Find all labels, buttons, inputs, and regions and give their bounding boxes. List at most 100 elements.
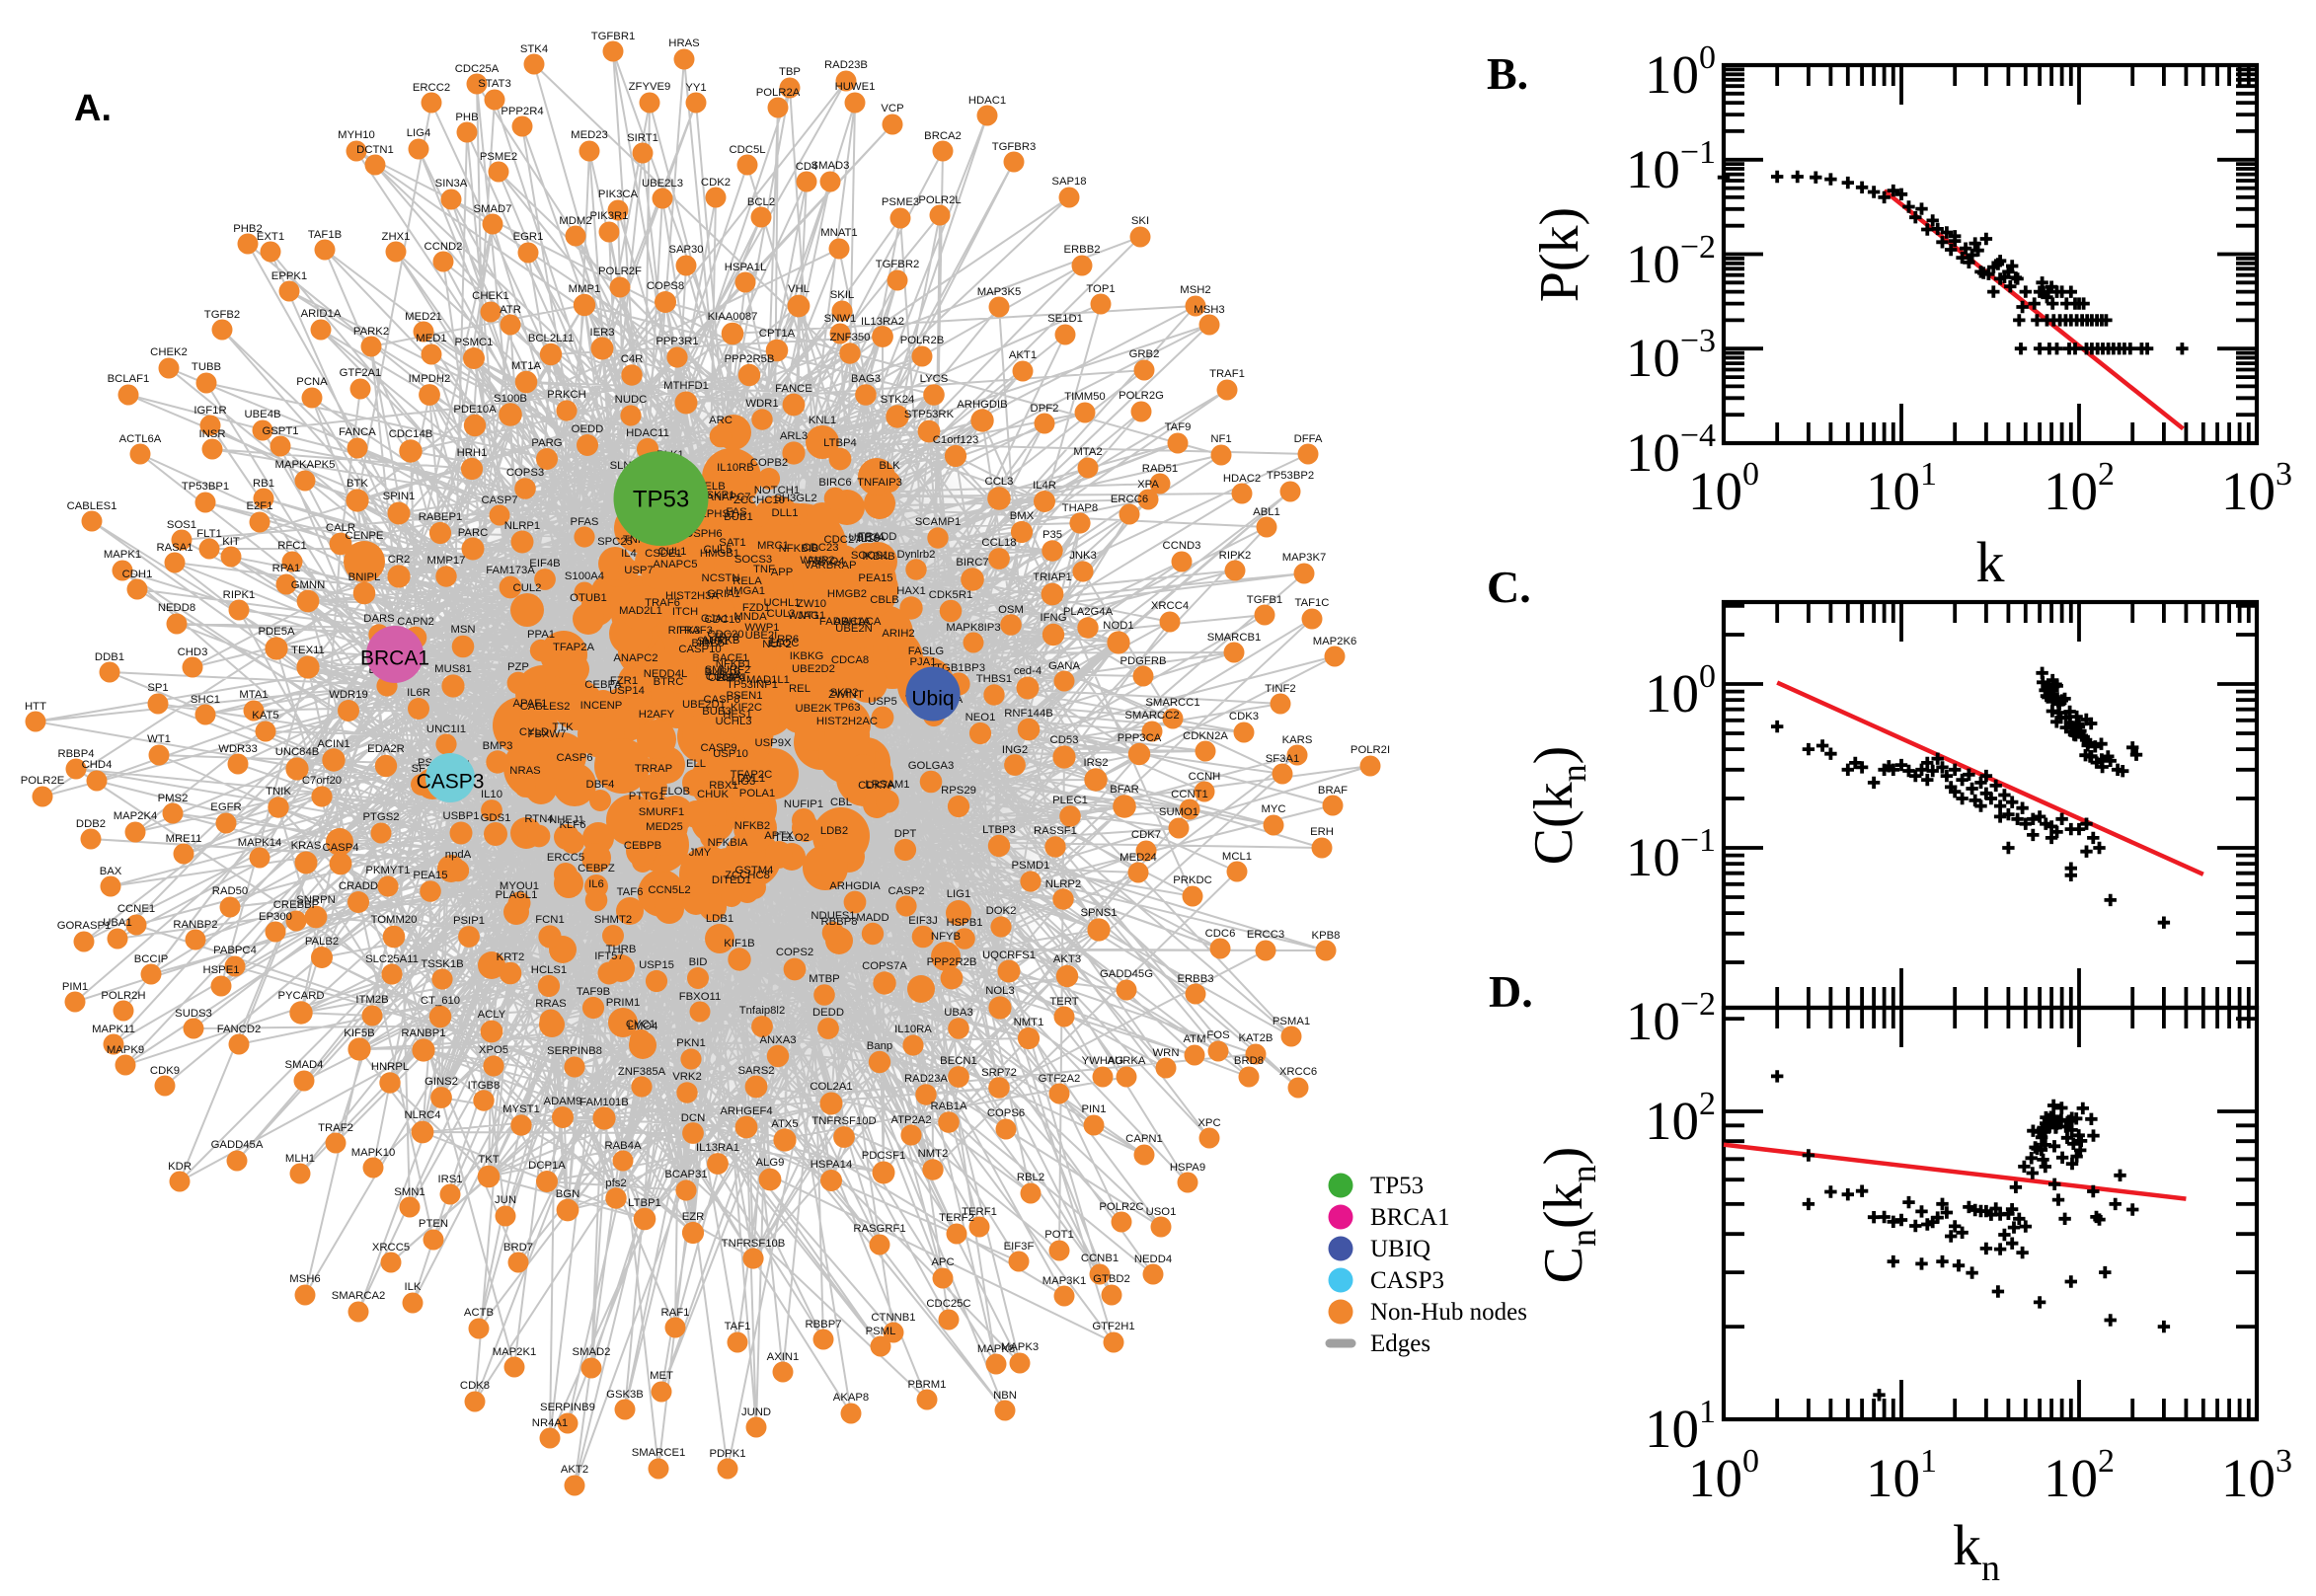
svg-text:NEDD8: NEDD8 <box>158 602 195 614</box>
svg-text:NOL3: NOL3 <box>985 985 1015 997</box>
svg-text:MSH6: MSH6 <box>289 1273 320 1285</box>
svg-text:MAPK11: MAPK11 <box>92 1024 135 1035</box>
svg-text:KPB8: KPB8 <box>1312 930 1341 942</box>
svg-text:Tnfaip8l2: Tnfaip8l2 <box>739 1005 785 1017</box>
svg-text:CRADD: CRADD <box>339 880 378 892</box>
svg-text:B.: B. <box>1487 48 1528 99</box>
svg-text:GTF2A2: GTF2A2 <box>1039 1073 1081 1085</box>
svg-text:HUWE1: HUWE1 <box>835 81 876 93</box>
svg-text:KIF2C: KIF2C <box>731 702 762 714</box>
svg-text:PPA1: PPA1 <box>527 629 555 641</box>
svg-text:RASA1: RASA1 <box>156 542 193 554</box>
svg-text:PHB2: PHB2 <box>233 223 263 235</box>
svg-text:RASSF1: RASSF1 <box>1034 825 1077 837</box>
svg-text:BAG3: BAG3 <box>851 373 881 385</box>
svg-text:TERT: TERT <box>1049 996 1078 1008</box>
svg-text:CDK7A: CDK7A <box>858 780 895 792</box>
svg-text:SHC1: SHC1 <box>191 694 220 706</box>
svg-text:PARK2: PARK2 <box>353 326 389 338</box>
svg-text:CDKN2A: CDKN2A <box>1183 730 1228 742</box>
svg-text:FZR1: FZR1 <box>610 675 638 687</box>
svg-text:LDB1: LDB1 <box>706 913 733 925</box>
svg-text:A.: A. <box>74 88 112 129</box>
svg-text:CUL1: CUL1 <box>658 546 687 558</box>
svg-text:PPP3CA: PPP3CA <box>1118 732 1162 744</box>
svg-text:OEDD: OEDD <box>572 423 604 435</box>
svg-text:C1orf123: C1orf123 <box>933 434 978 446</box>
svg-text:POLA1: POLA1 <box>739 788 775 799</box>
svg-text:LYCS: LYCS <box>920 373 949 385</box>
svg-text:NEDD4L: NEDD4L <box>644 668 688 680</box>
svg-text:CCNH: CCNH <box>1189 771 1221 783</box>
svg-text:TP53: TP53 <box>1370 1173 1424 1199</box>
svg-text:S100A4: S100A4 <box>565 570 604 582</box>
svg-text:103: 103 <box>2221 1443 2292 1508</box>
svg-text:RAD23B: RAD23B <box>824 59 868 71</box>
svg-text:CREBBP: CREBBP <box>273 899 319 911</box>
svg-text:ZHX1: ZHX1 <box>382 231 411 243</box>
svg-text:HSPA9: HSPA9 <box>1170 1162 1205 1174</box>
svg-text:MRC1: MRC1 <box>757 540 789 552</box>
svg-text:UBE2K: UBE2K <box>795 703 832 715</box>
svg-text:HMGB1: HMGB1 <box>700 548 739 560</box>
svg-text:CT_610: CT_610 <box>421 995 460 1007</box>
svg-text:PBRM1: PBRM1 <box>908 1379 947 1391</box>
svg-text:ERBB2: ERBB2 <box>1063 244 1100 256</box>
svg-text:CDC5L: CDC5L <box>729 144 765 156</box>
svg-text:SOCS3: SOCS3 <box>734 554 772 566</box>
svg-text:TP53BP1: TP53BP1 <box>182 481 229 493</box>
svg-text:COPS2: COPS2 <box>776 947 813 958</box>
svg-text:PDPK1: PDPK1 <box>709 1448 745 1460</box>
svg-text:CEBPZ: CEBPZ <box>578 863 615 874</box>
svg-text:JNK3: JNK3 <box>1069 550 1097 562</box>
svg-text:BGN: BGN <box>556 1188 579 1200</box>
svg-text:ANAPC5: ANAPC5 <box>653 559 697 570</box>
svg-text:RBBP8: RBBP8 <box>820 916 857 928</box>
svg-text:GRB2: GRB2 <box>1129 348 1160 360</box>
svg-text:TNFRSF10B: TNFRSF10B <box>722 1238 786 1250</box>
svg-text:GSTM4: GSTM4 <box>735 865 774 876</box>
svg-text:AKT1: AKT1 <box>1009 349 1037 361</box>
svg-text:TP53INP1: TP53INP1 <box>727 679 778 691</box>
svg-text:PRKCH: PRKCH <box>547 389 586 401</box>
svg-text:MAP3K7: MAP3K7 <box>1282 552 1327 564</box>
svg-text:ZNF350: ZNF350 <box>830 332 871 343</box>
svg-text:CHD3: CHD3 <box>178 646 208 658</box>
svg-text:FADD: FADD <box>819 616 849 628</box>
svg-text:PALB2: PALB2 <box>305 936 339 948</box>
svg-text:TP73: TP73 <box>712 632 738 644</box>
svg-text:LTBP4: LTBP4 <box>823 437 857 449</box>
svg-text:SKIL: SKIL <box>830 289 855 301</box>
svg-text:PLAGL1: PLAGL1 <box>496 889 538 901</box>
svg-text:TGFB2: TGFB2 <box>204 309 240 321</box>
svg-text:IKBKB: IKBKB <box>862 551 894 563</box>
svg-text:RAB1A: RAB1A <box>930 1101 967 1112</box>
svg-text:NRAS: NRAS <box>509 765 541 777</box>
svg-text:LRP6: LRP6 <box>771 634 799 646</box>
svg-text:ARHGDIB: ARHGDIB <box>957 399 1007 411</box>
svg-text:FAS: FAS <box>726 506 747 518</box>
svg-text:TERF2: TERF2 <box>939 1212 974 1224</box>
svg-text:C(kn): C(kn) <box>1523 746 1593 866</box>
svg-text:pfs2: pfs2 <box>605 1178 626 1189</box>
svg-text:APH1A: APH1A <box>833 616 871 628</box>
svg-text:KAT5: KAT5 <box>252 710 278 722</box>
svg-text:SMG1: SMG1 <box>697 636 729 647</box>
svg-text:LIG1: LIG1 <box>947 888 971 900</box>
svg-text:NFYB: NFYB <box>931 931 961 943</box>
svg-text:DPF2: DPF2 <box>1031 403 1059 415</box>
svg-text:FANCE: FANCE <box>775 383 812 395</box>
svg-text:GJA1: GJA1 <box>701 613 729 625</box>
svg-text:INCENP: INCENP <box>580 700 623 712</box>
svg-text:MYC: MYC <box>1261 803 1285 815</box>
svg-text:SOCS1: SOCS1 <box>851 550 888 562</box>
svg-text:THRB: THRB <box>606 944 637 955</box>
svg-text:CHUK: CHUK <box>697 789 729 800</box>
svg-text:AKT3: AKT3 <box>1053 953 1081 965</box>
svg-text:POLR2B: POLR2B <box>900 335 945 346</box>
svg-text:HDAC11: HDAC11 <box>626 427 669 439</box>
svg-text:CUL5: CUL5 <box>704 544 733 556</box>
svg-text:BECN1: BECN1 <box>940 1055 977 1067</box>
svg-text:BLK: BLK <box>879 460 900 472</box>
svg-text:ACLY: ACLY <box>478 1009 506 1021</box>
